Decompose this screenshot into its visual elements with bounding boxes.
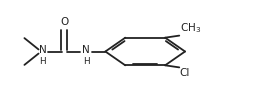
Text: N: N xyxy=(82,45,90,56)
Text: Cl: Cl xyxy=(180,68,190,78)
Text: CH$_3$: CH$_3$ xyxy=(180,22,201,35)
Text: O: O xyxy=(60,17,68,27)
Text: N: N xyxy=(39,45,46,56)
Text: H: H xyxy=(39,57,46,66)
Text: H: H xyxy=(83,57,89,66)
